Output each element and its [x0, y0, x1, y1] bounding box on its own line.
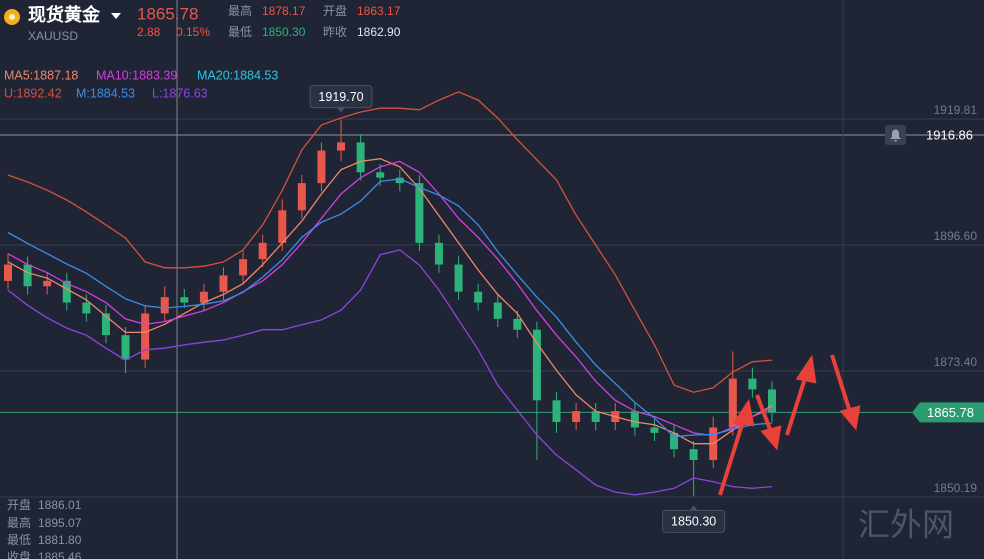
stat-value: 1863.17: [357, 4, 401, 18]
annotation-label: 1919.70: [318, 90, 363, 104]
legend-entry: MA5:1887.18: [4, 68, 78, 82]
candle-body: [532, 329, 541, 401]
coin-icon-inner: [9, 14, 15, 20]
arrow: [830, 354, 852, 413]
candle-body: [748, 378, 757, 390]
y-tick-label: 1919.81: [934, 103, 978, 117]
arrow-head: [795, 354, 817, 384]
stat-label: 最高: [228, 3, 252, 18]
candle-body: [160, 297, 169, 314]
candle-body: [4, 264, 12, 281]
last-price: 1865.78: [137, 4, 198, 23]
legend-entry: L:1876.63: [152, 86, 208, 100]
candle-body: [23, 264, 32, 287]
y-tick-label: 1873.40: [934, 355, 978, 369]
change: 2.88: [137, 25, 161, 39]
candle-body: [689, 449, 698, 461]
candle-body: [572, 411, 581, 423]
candle-body: [82, 302, 91, 314]
candle-body: [670, 432, 679, 450]
legend-entry: M:1884.53: [76, 86, 135, 100]
candle-body: [552, 400, 561, 423]
info-value: 1885.46: [38, 550, 82, 559]
candle-body: [415, 183, 424, 243]
arrow-head: [839, 405, 861, 431]
candle-body: [650, 427, 659, 433]
current-price-tag: [912, 402, 984, 423]
candle-body: [121, 335, 130, 360]
stat-value: 1862.90: [357, 25, 401, 39]
alert-label: 1916.86: [926, 127, 973, 142]
indicator-line: [7, 249, 773, 496]
instrument-title[interactable]: 现货黄金: [28, 4, 101, 25]
y-tick-label: 1850.19: [934, 481, 978, 495]
candle-body: [258, 242, 267, 260]
candle-body: [493, 302, 502, 319]
candle-body: [199, 291, 208, 303]
indicator-line: [7, 160, 773, 437]
legend-entry: MA10:1883.39: [96, 68, 177, 82]
candle-body: [356, 142, 365, 173]
arrow: [785, 374, 808, 436]
arrow-head: [760, 425, 782, 451]
candle-body: [434, 242, 443, 265]
symbol: XAUUSD: [28, 29, 78, 43]
candle-body: [337, 142, 346, 151]
indicator-line: [7, 158, 773, 445]
candle-body: [317, 150, 326, 184]
stat-label: 昨收: [323, 25, 347, 39]
candle-body: [219, 275, 228, 292]
y-tick-label: 1896.60: [934, 229, 978, 243]
plot: [4, 91, 776, 497]
dropdown-arrow[interactable]: [111, 13, 121, 19]
candle-body: [474, 291, 483, 303]
info-label: 收盘: [7, 549, 31, 559]
annotation-label: 1850.30: [671, 515, 716, 529]
info-value: 1881.80: [38, 533, 82, 547]
legend-entry: U:1892.42: [4, 86, 62, 100]
candle-body: [395, 177, 404, 184]
candle-body: [278, 210, 287, 243]
legend-entry: MA20:1884.53: [197, 68, 278, 82]
candle-body: [513, 318, 522, 330]
stat-value: 1850.30: [262, 25, 306, 39]
candle-body: [62, 280, 71, 303]
candle-body: [43, 280, 52, 287]
arrow: [755, 394, 773, 433]
arrow-head: [732, 398, 755, 427]
change-percent: 0.15%: [176, 25, 210, 39]
bell: [890, 129, 901, 142]
indicator-line: [7, 91, 773, 393]
candle-body: [376, 172, 385, 178]
info-value: 1886.01: [38, 498, 82, 512]
candle-body: [768, 389, 776, 413]
annotation-pointer: [337, 107, 346, 113]
stat-value: 1878.17: [262, 4, 306, 18]
info-label: 最高: [7, 515, 31, 530]
candle-body: [141, 313, 150, 360]
candle-body: [239, 259, 248, 276]
candle-body: [180, 297, 189, 303]
candle-body: [591, 411, 600, 423]
watermark: 汇外网: [858, 506, 954, 542]
candle-body: [630, 411, 639, 428]
current-price-label: 1865.78: [927, 405, 974, 420]
stat-label: 最低: [228, 25, 252, 39]
candle-body: [101, 313, 110, 336]
arrow: [718, 417, 746, 496]
annotation-pointer: [689, 505, 698, 511]
info-value: 1895.07: [38, 516, 82, 530]
candle-body: [454, 264, 463, 292]
info-label: 最低: [7, 533, 31, 547]
candle-body: [297, 183, 306, 211]
info-label: 开盘: [7, 497, 31, 512]
stat-label: 开盘: [323, 3, 347, 18]
candle-body: [728, 378, 737, 428]
indicator-line: [7, 178, 773, 438]
annotation-arrows: [718, 354, 861, 496]
